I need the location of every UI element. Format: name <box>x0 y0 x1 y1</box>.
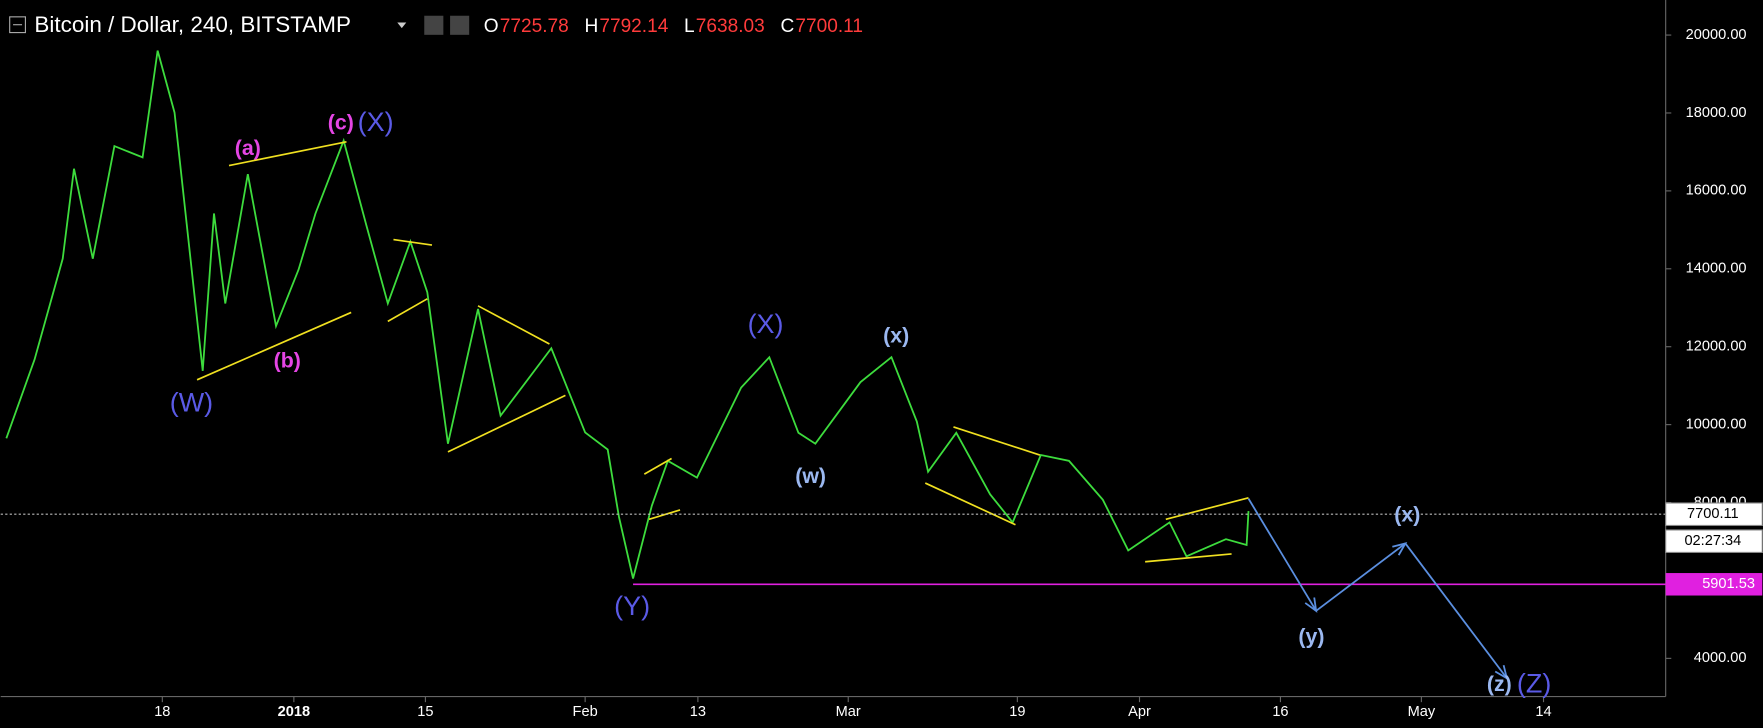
projection-segment <box>1315 542 1406 612</box>
projection-segment <box>1404 542 1508 679</box>
x-tick-label: 13 <box>690 704 706 720</box>
trendline <box>387 298 428 323</box>
trendline <box>953 426 1041 456</box>
wave-label: (X) <box>748 309 784 339</box>
wave-label: (c) <box>328 111 354 135</box>
x-tick-label: Mar <box>836 704 861 720</box>
ohlc-value: 7792.14 <box>599 16 668 37</box>
wave-label: (z) <box>1487 672 1512 696</box>
trendline <box>477 305 550 345</box>
y-tick-label: 10000.00 <box>1686 416 1747 432</box>
trendline <box>196 311 352 381</box>
ohlc-value: 7638.03 <box>696 16 765 37</box>
last-price-tag-label: 7700.11 <box>1687 506 1739 522</box>
countdown-tag <box>1665 529 1763 553</box>
x-tick-label: 2018 <box>278 704 310 720</box>
x-tick-label: 16 <box>1272 704 1288 720</box>
y-tick-label: 20000.00 <box>1686 27 1747 43</box>
ohlc-value: 7725.78 <box>500 16 569 37</box>
x-tick-label: Apr <box>1128 704 1151 720</box>
wave-label: (w) <box>795 464 826 488</box>
trendline <box>1165 497 1249 521</box>
ohlc-value: 7700.11 <box>795 16 863 37</box>
trendline <box>643 457 672 475</box>
wave-label: (W) <box>170 387 213 417</box>
symbol-title[interactable]: Bitcoin / Dollar, 240, BITSTAMP <box>34 12 351 37</box>
collapse-icon[interactable] <box>9 16 26 34</box>
y-tick-label: 16000.00 <box>1686 183 1747 199</box>
projection-arrowhead <box>1494 664 1509 681</box>
wave-label: (b) <box>274 349 301 373</box>
y-tick-label: 18000.00 <box>1686 105 1747 121</box>
wave-label: (a) <box>235 136 261 160</box>
last-price-tag <box>1665 502 1763 527</box>
trendline <box>228 140 347 167</box>
ohlc-key: O <box>484 16 499 37</box>
x-tick-label: Feb <box>573 704 598 720</box>
symbol-dropdown[interactable] <box>397 22 407 29</box>
wave-label: (X) <box>358 107 394 137</box>
trendline <box>924 482 1016 526</box>
wave-label: (Z) <box>1517 668 1551 698</box>
projection-segment <box>1247 498 1317 612</box>
x-tick-label: 19 <box>1009 704 1025 720</box>
trendline <box>1145 553 1232 563</box>
support-tag <box>1665 573 1763 596</box>
trendline <box>447 394 566 453</box>
settings-icon[interactable] <box>450 15 470 35</box>
eye-icon[interactable] <box>424 15 444 35</box>
projection-arrowhead <box>1392 542 1408 556</box>
x-tick-label: 18 <box>154 704 170 720</box>
price-line <box>5 50 1250 579</box>
wave-label: (x) <box>1394 502 1420 526</box>
trendline <box>393 238 433 246</box>
ohlc-key: H <box>584 16 598 37</box>
x-tick-label: 14 <box>1535 704 1551 720</box>
y-tick-label: 4000.00 <box>1694 650 1747 666</box>
support-tag-label: 5901.53 <box>1702 576 1755 592</box>
x-tick-label: 15 <box>417 704 433 720</box>
ohlc-key: C <box>781 16 795 37</box>
countdown-label: 02:27:34 <box>1684 533 1741 549</box>
y-tick-label: 12000.00 <box>1686 339 1747 355</box>
trendline <box>648 509 681 521</box>
wave-label: (Y) <box>614 591 650 621</box>
wave-label: (x) <box>883 324 909 348</box>
y-tick-label: 14000.00 <box>1686 261 1747 277</box>
ohlc-key: L <box>684 16 695 37</box>
x-tick-label: May <box>1408 704 1436 720</box>
wave-label: (y) <box>1298 625 1324 649</box>
